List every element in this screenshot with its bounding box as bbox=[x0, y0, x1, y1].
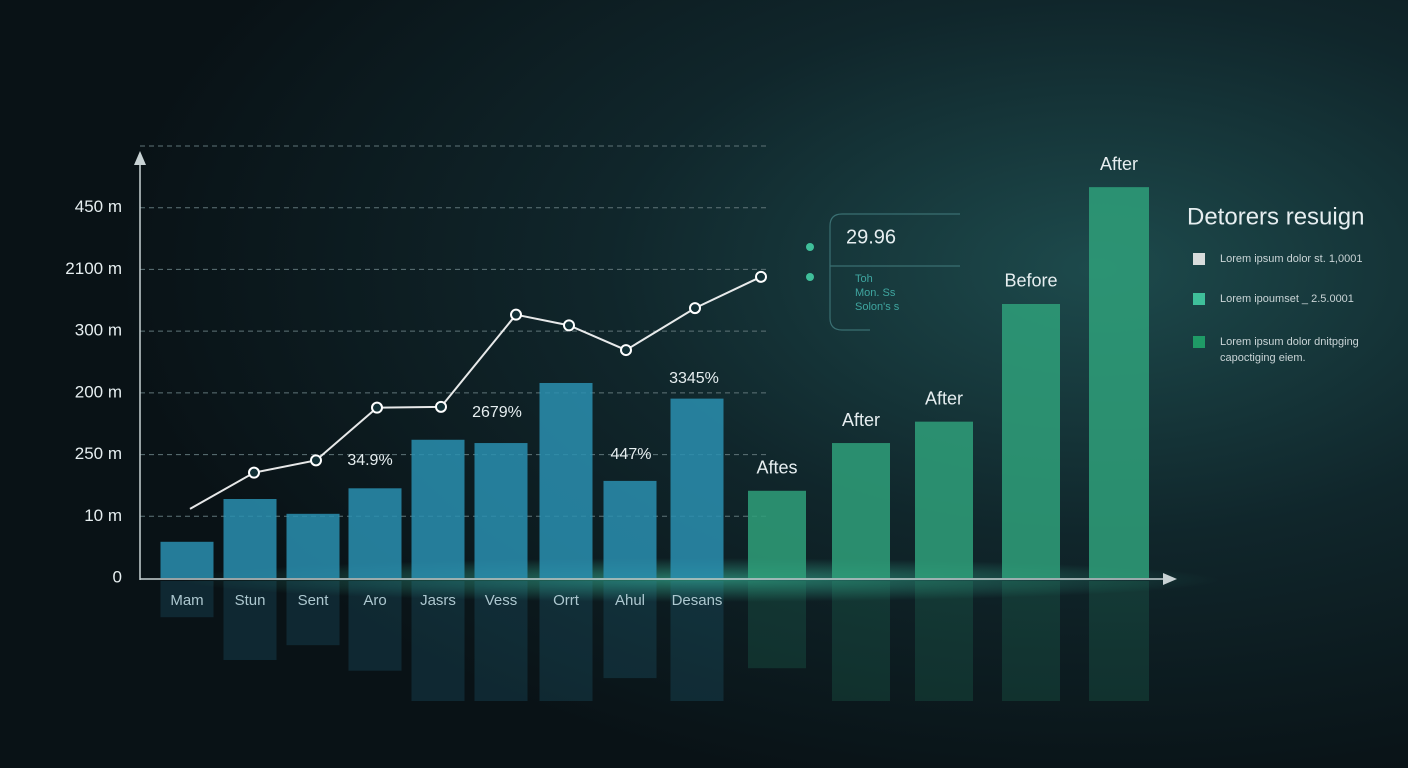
bar-reflection bbox=[915, 581, 973, 701]
annotation: 3345% bbox=[669, 370, 719, 387]
y-axis-arrow bbox=[134, 151, 146, 165]
line-point bbox=[563, 319, 575, 332]
bar bbox=[1089, 187, 1149, 578]
y-tick-label: 10 m bbox=[84, 506, 122, 525]
bar-label: Before bbox=[1004, 271, 1057, 291]
x-tick-label: Mam bbox=[170, 592, 203, 609]
bar bbox=[286, 513, 340, 578]
tooltip-value: 29.96 bbox=[846, 226, 896, 248]
annotation: 34.9% bbox=[347, 452, 392, 469]
legend-label: Lorem ipsum dolor st. 1,0001 bbox=[1220, 253, 1362, 265]
tooltip-line: Toh bbox=[855, 273, 873, 285]
x-tick-label: Sent bbox=[298, 592, 330, 609]
bar bbox=[915, 421, 973, 578]
y-tick-label: 450 m bbox=[75, 197, 122, 216]
tooltip-box bbox=[829, 213, 960, 331]
x-tick-label: Ahul bbox=[615, 592, 645, 609]
x-tick-label: Vess bbox=[485, 592, 518, 609]
bar-label: After bbox=[1100, 154, 1138, 174]
line-point bbox=[248, 466, 260, 479]
x-tick-label: Desans bbox=[672, 592, 723, 609]
legend-swatch bbox=[1193, 293, 1205, 305]
bar bbox=[1002, 303, 1060, 578]
bar bbox=[223, 499, 277, 578]
x-tick-label: Aro bbox=[363, 592, 386, 609]
line-point bbox=[689, 302, 701, 315]
legend-label: capoctiging eiem. bbox=[1220, 352, 1306, 364]
y-tick-label: 300 m bbox=[75, 321, 122, 340]
tooltip-line: Mon. Ss bbox=[855, 287, 896, 299]
y-tick-label: 250 m bbox=[75, 444, 122, 463]
annotation: 2679% bbox=[472, 404, 522, 421]
y-tick-label: 200 m bbox=[75, 382, 122, 401]
annotation: 447% bbox=[611, 446, 652, 463]
line-point bbox=[620, 344, 632, 357]
bar bbox=[539, 382, 593, 578]
bar bbox=[832, 443, 890, 578]
bar bbox=[603, 480, 657, 578]
bar-reflection bbox=[286, 581, 340, 646]
bar-reflection bbox=[539, 581, 593, 701]
bar-label: After bbox=[925, 388, 963, 408]
bar-reflection bbox=[348, 581, 402, 671]
line-point bbox=[755, 270, 767, 283]
bar-reflection bbox=[1089, 581, 1149, 701]
bar-reflection bbox=[1002, 581, 1060, 701]
x-tick-label: Orrt bbox=[553, 592, 580, 609]
y-tick-label: 0 bbox=[113, 567, 122, 586]
bar bbox=[474, 443, 528, 578]
bar bbox=[411, 439, 465, 578]
tooltip-line: Solon's s bbox=[855, 301, 900, 313]
line-point bbox=[310, 454, 322, 467]
bar bbox=[748, 490, 806, 578]
bar-reflection bbox=[411, 581, 465, 701]
legend-label: Lorem ipoumset _ 2.5.0001 bbox=[1220, 293, 1354, 305]
line-point bbox=[435, 400, 447, 413]
line-point bbox=[510, 308, 522, 321]
bar-reflection bbox=[670, 581, 724, 701]
bar bbox=[160, 541, 214, 578]
y-tick-label: 2100 m bbox=[65, 259, 122, 278]
legend-swatch bbox=[1193, 253, 1205, 265]
x-tick-label: Jasrs bbox=[420, 592, 456, 609]
bar-reflection bbox=[474, 581, 528, 701]
legend-label: Lorem ipsum dolor dnitpging bbox=[1220, 336, 1359, 348]
bar bbox=[670, 398, 724, 578]
tooltip-dot bbox=[806, 273, 814, 281]
bar-label: After bbox=[842, 410, 880, 430]
bar bbox=[348, 488, 402, 578]
line bbox=[189, 275, 762, 510]
bar-reflection bbox=[832, 581, 890, 701]
bar-label: Aftes bbox=[756, 458, 797, 478]
x-axis-arrow bbox=[1163, 573, 1177, 585]
x-tick-label: Stun bbox=[235, 592, 266, 609]
tooltip-dot bbox=[806, 243, 814, 251]
legend-title: Detorers resuign bbox=[1187, 203, 1364, 230]
bar-reflection bbox=[223, 581, 277, 660]
bar-reflection bbox=[603, 581, 657, 679]
line-point bbox=[371, 401, 383, 414]
bar-reflection bbox=[748, 581, 806, 669]
legend-swatch bbox=[1193, 336, 1205, 348]
tooltip: 29.96 Toh Mon. Ss Solon's s bbox=[806, 213, 960, 331]
bar-reflection bbox=[160, 581, 214, 618]
